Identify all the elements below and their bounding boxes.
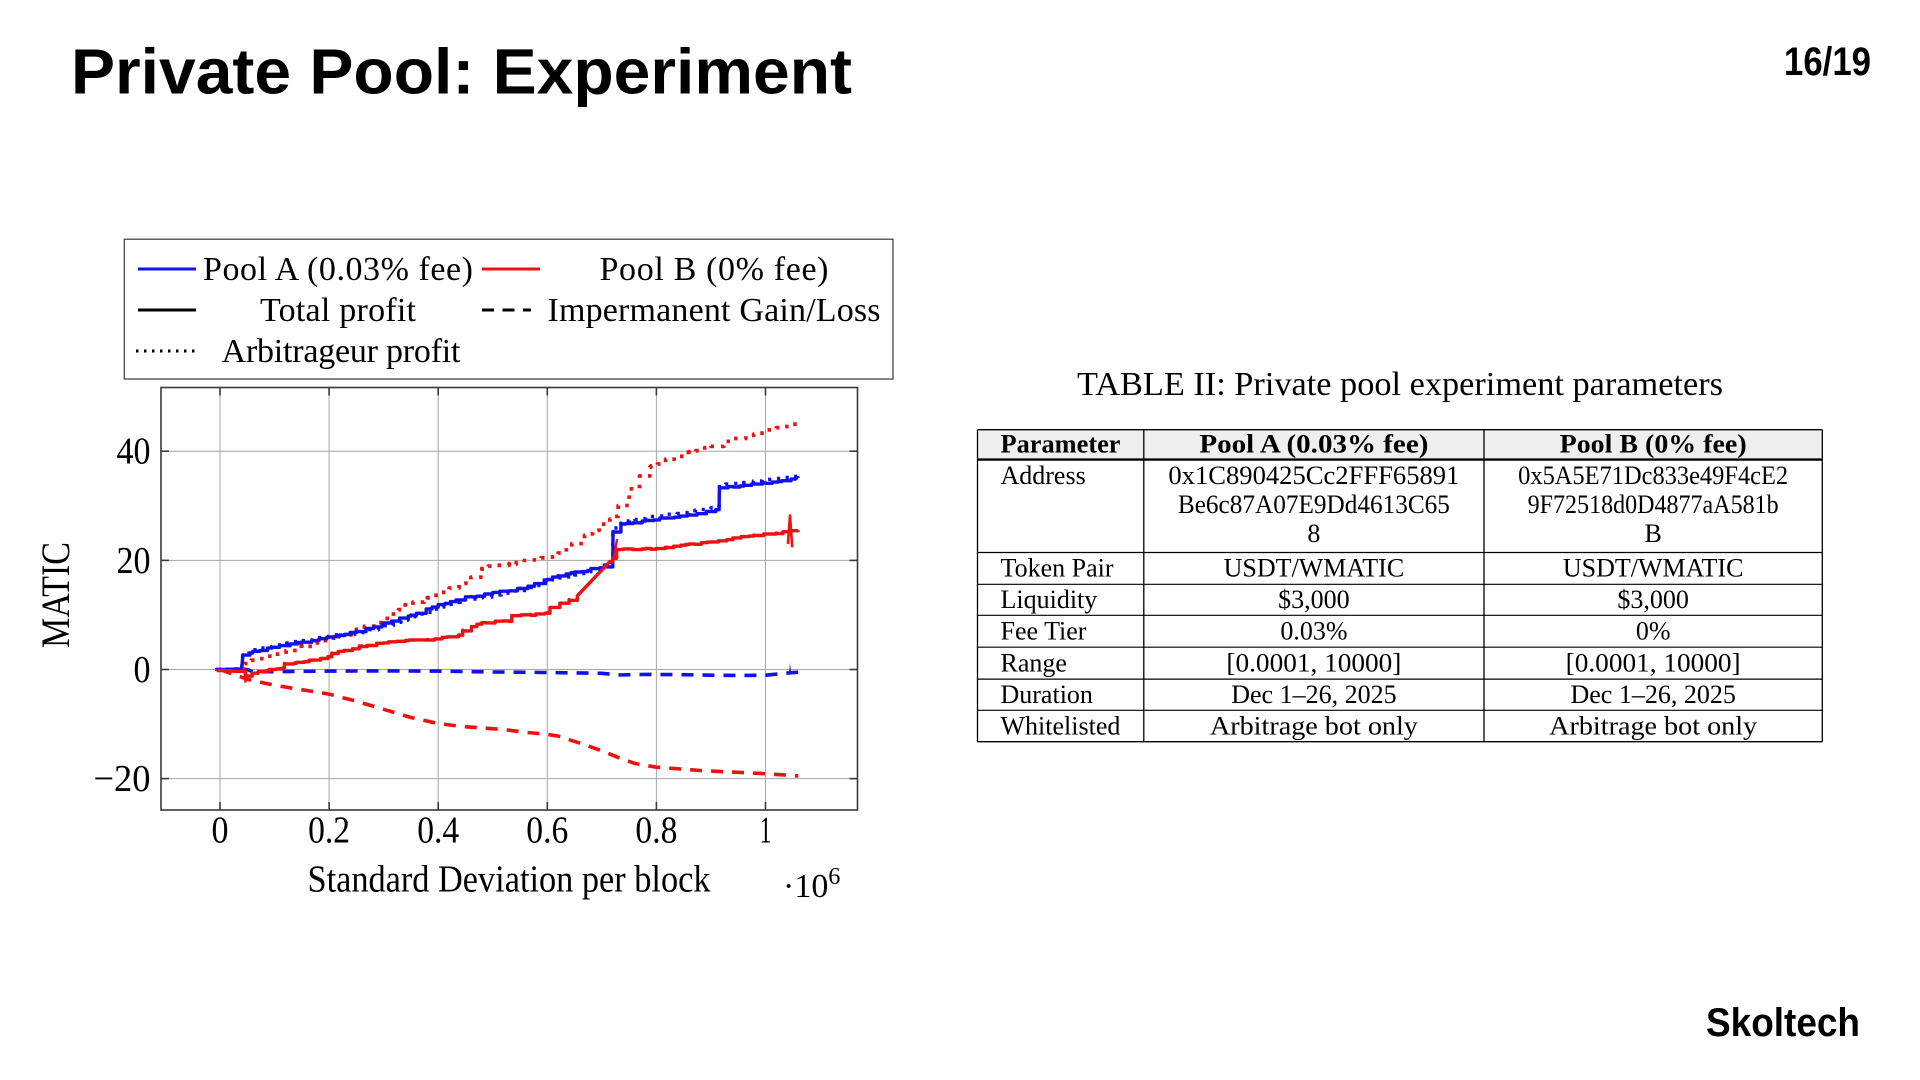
svg-text:0.8: 0.8 — [635, 810, 677, 852]
svg-text:[0.0001, 10000]: [0.0001, 10000] — [1566, 648, 1741, 677]
svg-text:0.6: 0.6 — [526, 810, 568, 852]
svg-text:Be6c87A07E9Dd4613C65: Be6c87A07E9Dd4613C65 — [1178, 490, 1450, 519]
svg-text:0x1C890425Cc2FFF65891: 0x1C890425Cc2FFF65891 — [1168, 461, 1459, 490]
svg-text:9F72518d0D4877aA581b: 9F72518d0D4877aA581b — [1528, 490, 1779, 519]
svg-text:Duration: Duration — [1001, 680, 1093, 709]
svg-text:Private Pool: Experiment: Private Pool: Experiment — [71, 36, 852, 108]
svg-text:Skoltech: Skoltech — [1706, 1001, 1860, 1045]
svg-text:B: B — [1644, 519, 1661, 548]
svg-text:$3,000: $3,000 — [1278, 585, 1350, 614]
svg-text:Pool B (0% fee): Pool B (0% fee) — [1560, 429, 1747, 458]
svg-text:Arbitrage bot only: Arbitrage bot only — [1210, 711, 1418, 740]
svg-text:TABLE II: Private pool experim: TABLE II: Private pool experiment parame… — [1077, 366, 1723, 403]
svg-text:Parameter: Parameter — [1001, 429, 1121, 458]
svg-text:Total profit: Total profit — [260, 292, 417, 329]
svg-text:Address: Address — [1001, 461, 1086, 490]
svg-text:−20: −20 — [94, 758, 151, 800]
svg-text:0x5A5E71Dc833e49F4cE2: 0x5A5E71Dc833e49F4cE2 — [1518, 461, 1788, 490]
svg-text:Arbitrage bot only: Arbitrage bot only — [1549, 711, 1757, 740]
svg-text:Impermanent Gain/Loss: Impermanent Gain/Loss — [548, 292, 881, 329]
svg-text:0: 0 — [212, 810, 229, 852]
svg-text:Standard Deviation per block: Standard Deviation per block — [308, 859, 711, 901]
svg-text:USDT/WMATIC: USDT/WMATIC — [1563, 554, 1744, 583]
svg-text:Pool B (0% fee): Pool B (0% fee) — [600, 251, 829, 288]
svg-text:1: 1 — [760, 810, 772, 852]
svg-text:USDT/WMATIC: USDT/WMATIC — [1224, 554, 1405, 583]
svg-text:Range: Range — [1001, 648, 1067, 677]
svg-text:Dec 1–26, 2025: Dec 1–26, 2025 — [1231, 680, 1396, 709]
svg-text:[0.0001, 10000]: [0.0001, 10000] — [1226, 648, 1401, 677]
svg-text:$3,000: $3,000 — [1617, 585, 1689, 614]
svg-text:0: 0 — [134, 649, 151, 691]
svg-text:16/19: 16/19 — [1784, 40, 1871, 84]
svg-text:8: 8 — [1307, 519, 1320, 548]
svg-text:Whitelisted: Whitelisted — [1001, 711, 1121, 740]
svg-text:0.03%: 0.03% — [1280, 617, 1347, 646]
svg-text:20: 20 — [117, 540, 151, 582]
svg-text:Token Pair: Token Pair — [1001, 554, 1114, 583]
svg-text:Pool A (0.03% fee): Pool A (0.03% fee) — [203, 251, 473, 288]
svg-text:Dec 1–26, 2025: Dec 1–26, 2025 — [1570, 680, 1735, 709]
svg-text:Liquidity: Liquidity — [1001, 585, 1098, 614]
svg-text:MATIC: MATIC — [33, 542, 78, 648]
svg-text:Pool A (0.03% fee): Pool A (0.03% fee) — [1199, 429, 1428, 458]
svg-text:Fee Tier: Fee Tier — [1001, 617, 1087, 646]
svg-text:Arbitrageur profit: Arbitrageur profit — [222, 333, 462, 370]
svg-text:40: 40 — [117, 431, 151, 473]
svg-text:0.2: 0.2 — [308, 810, 350, 852]
svg-text:0%: 0% — [1636, 617, 1671, 646]
svg-text:0.4: 0.4 — [417, 810, 459, 852]
